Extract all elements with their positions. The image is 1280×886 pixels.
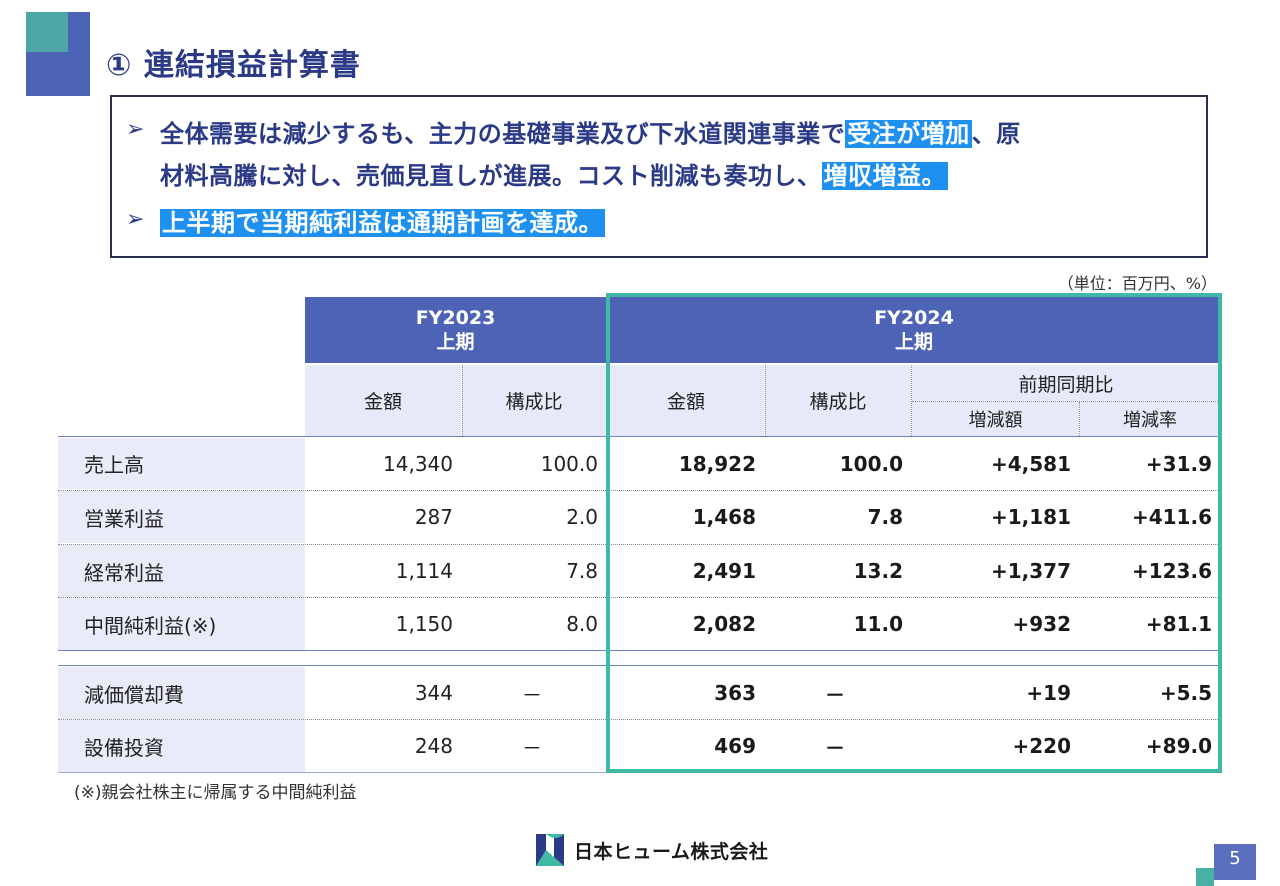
row-rate: +81.1 (1145, 612, 1212, 636)
table-top-rule (58, 436, 1220, 437)
footnote: (※)親会社株主に帰属する中間純利益 (74, 783, 357, 803)
row-ratio-2024: 7.8 (867, 505, 903, 529)
header-divider (1079, 402, 1080, 436)
row-divider (58, 719, 1220, 720)
row-label: 経常利益 (58, 545, 305, 597)
row-ratio-2024: 11.0 (853, 612, 903, 636)
row-ratio-2023: 8.0 (566, 612, 598, 636)
row-ratio-2024: － (825, 735, 845, 760)
row-ratio-2024: 13.2 (853, 559, 903, 583)
fy2024-highlight-frame (606, 293, 1222, 773)
row-amount-2024: 2,491 (692, 559, 756, 583)
summary-line-1-tail: 、原 (971, 120, 1021, 148)
page-title: ① 連結損益計算書 (106, 48, 361, 83)
section-rule (58, 665, 1220, 666)
header-fy2024: FY2024 上期 (608, 297, 1220, 363)
page-number-deco (1196, 868, 1214, 886)
row-amount-2023: 248 (414, 734, 453, 758)
row-change: +932 (1012, 612, 1071, 636)
header-divider (911, 365, 912, 436)
header-2024-amount: 金額 (608, 365, 764, 436)
row-amount-2024: 2,082 (692, 612, 756, 636)
row-rate: +31.9 (1145, 451, 1212, 476)
row-label: 中間純利益(※) (58, 598, 305, 650)
row-divider (58, 597, 1220, 598)
row-change: +1,181 (990, 505, 1071, 529)
row-label: 売上高 (58, 438, 305, 489)
header-fy2024-label: FY2024 (874, 307, 954, 329)
summary-line-1: 全体需要は減少するも、主力の基礎事業及び下水道関連事業で受注が増加、原 (160, 114, 1021, 149)
header-divider (912, 401, 1220, 402)
header-rate: 増減率 (1080, 402, 1220, 436)
row-amount-2024: 469 (714, 734, 756, 758)
page-number-box (1214, 844, 1256, 880)
summary-line-3-highlight: 上半期で当期純利益は通期計画を達成。 (160, 209, 605, 237)
row-ratio-2023: 100.0 (540, 451, 598, 476)
header-fy2024-period: 上期 (894, 331, 933, 353)
row-amount-2023: 1,114 (395, 559, 453, 583)
row-amount-2024: 1,468 (692, 505, 756, 529)
header-divider (765, 365, 766, 436)
summary-line-3: 上半期で当期純利益は通期計画を達成。 (160, 203, 605, 238)
header-divider (462, 365, 463, 436)
summary-line-2-highlight: 増収増益。 (821, 162, 948, 190)
title-deco-teal (26, 12, 68, 52)
row-ratio-2024: 100.0 (839, 451, 903, 476)
row-amount-2023: 14,340 (383, 451, 453, 476)
row-divider (58, 544, 1220, 545)
row-ratio-2024: － (825, 682, 845, 707)
header-change: 増減額 (912, 402, 1079, 436)
row-ratio-2023: 2.0 (566, 505, 598, 529)
row-rate: +411.6 (1131, 505, 1212, 529)
header-fy2023: FY2023 上期 (305, 297, 606, 363)
company-name: 日本ヒューム株式会社 (574, 840, 769, 863)
unit-note: （単位：百万円、%） (1057, 274, 1217, 293)
row-label: 営業利益 (58, 491, 305, 543)
row-rate: +123.6 (1131, 559, 1212, 583)
header-2023-ratio: 構成比 (462, 365, 606, 436)
row-rate: +5.5 (1159, 681, 1212, 705)
section-rule (58, 650, 1220, 651)
company-logo-icon (534, 832, 568, 868)
page-number: 5 (1229, 848, 1241, 869)
row-change: +1,377 (990, 559, 1071, 583)
summary-box: ➢ 全体需要は減少するも、主力の基礎事業及び下水道関連事業で受注が増加、原 材料… (110, 95, 1208, 258)
row-amount-2023: 344 (414, 681, 453, 705)
row-amount-2024: 18,922 (678, 451, 756, 476)
row-label: 減価償却費 (58, 667, 305, 719)
header-fy2023-period: 上期 (436, 331, 475, 353)
row-ratio-2023: － (522, 682, 542, 707)
header-2023-amount: 金額 (305, 365, 461, 436)
row-change: +220 (1012, 734, 1071, 758)
row-ratio-2023: － (522, 735, 542, 760)
summary-line-2: 材料高騰に対し、売価見直しが進展。コスト削減も奏功し、増収増益。 (160, 156, 948, 191)
bullet-icon: ➢ (126, 207, 145, 232)
row-change: +4,581 (990, 451, 1071, 476)
company-logo: 日本ヒューム株式会社 (534, 832, 768, 868)
row-ratio-2023: 7.8 (566, 559, 598, 583)
header-fy2023-label: FY2023 (415, 307, 496, 329)
summary-line-1-highlight: 受注が増加 (845, 120, 972, 148)
summary-line-2-text: 材料高騰に対し、売価見直しが進展。コスト削減も奏功し、 (160, 162, 822, 190)
header-2024-ratio: 構成比 (765, 365, 911, 436)
bullet-icon: ➢ (126, 117, 145, 142)
row-label: 設備投資 (58, 720, 305, 772)
row-amount-2023: 1,150 (395, 612, 453, 636)
row-amount-2024: 363 (714, 681, 756, 705)
row-amount-2023: 287 (414, 505, 453, 529)
row-rate: +89.0 (1145, 734, 1212, 758)
row-divider (58, 490, 1220, 491)
row-change: +19 (1026, 681, 1071, 705)
summary-line-1-text: 全体需要は減少するも、主力の基礎事業及び下水道関連事業で (160, 120, 846, 148)
header-yoy: 前期同期比 (912, 365, 1220, 401)
